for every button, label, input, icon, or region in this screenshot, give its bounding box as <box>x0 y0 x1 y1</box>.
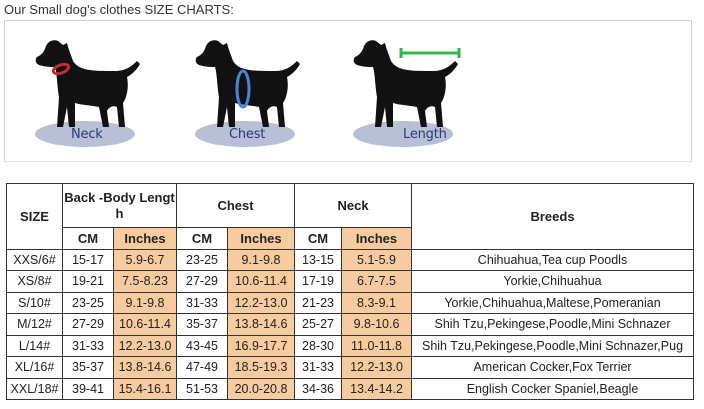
chest-inches-cell: 20.0-20.8 <box>227 377 295 400</box>
table-row: XXL/18# 39-41 15.4-16.1 51-53 20.0-20.8 … <box>6 377 695 400</box>
chest-cm-cell: 35-37 <box>176 313 228 336</box>
back-cm-cell: 15-17 <box>62 248 114 271</box>
size-cell: XL/16# <box>6 356 63 379</box>
neck-inches-cell: 11.0-11.8 <box>340 334 413 357</box>
breeds-cell: Shih Tzu,Pekingese,Poodle,Mini Schnazer <box>411 313 695 336</box>
dog-neck-icon: Neck <box>23 27 153 155</box>
neck-cm-cell: 21-23 <box>294 291 342 314</box>
back-inches-cell: 5.9-6.7 <box>113 248 177 271</box>
length-label: Length <box>403 127 447 142</box>
measurement-illustrations: Neck Chest Length <box>4 20 692 162</box>
back-length-header: Back -Body Length <box>62 183 177 228</box>
size-chart-table: SIZE Back -Body Length Chest Neck Breeds… <box>6 183 695 400</box>
neck-cm-cell: 25-27 <box>294 313 342 336</box>
table-header-row: SIZE Back -Body Length Chest Neck Breeds <box>6 183 695 250</box>
back-cm-header: CM <box>62 227 114 250</box>
breeds-cell: Shih Tzu,Pekingese,Poodle,Mini Schnazer,… <box>411 334 695 357</box>
breeds-cell: American Cocker,Fox Terrier <box>411 356 695 379</box>
neck-cm-cell: 13-15 <box>294 248 342 271</box>
breeds-cell: English Cocker Spaniel,Beagle <box>411 377 695 400</box>
back-cm-cell: 39-41 <box>62 377 114 400</box>
neck-cm-cell: 28-30 <box>294 334 342 357</box>
back-cm-cell: 31-33 <box>62 334 114 357</box>
neck-label: Neck <box>71 127 103 142</box>
back-cm-cell: 23-25 <box>62 291 114 314</box>
size-cell: M/12# <box>6 313 63 336</box>
table-row: L/14# 31-33 12.2-13.0 43-45 16.9-17.7 28… <box>6 334 695 357</box>
chest-cm-header: CM <box>176 227 228 250</box>
neck-inches-cell: 5.1-5.9 <box>340 248 413 271</box>
chest-header: Chest <box>176 183 295 228</box>
neck-header: Neck <box>293 183 413 228</box>
table-subheader-row: CM Inches CM Inches CM Inches <box>7 227 694 250</box>
neck-cm-header: CM <box>294 227 342 250</box>
back-inches-cell: 10.6-11.4 <box>113 313 177 336</box>
neck-inches-cell: 8.3-9.1 <box>340 291 413 314</box>
neck-cm-cell: 31-33 <box>294 356 342 379</box>
size-cell: XS/8# <box>6 270 63 293</box>
size-cell: S/10# <box>6 291 63 314</box>
back-cm-cell: 35-37 <box>62 356 114 379</box>
dog-length-icon: Length <box>341 27 471 155</box>
chest-inches-cell: 12.2-13.0 <box>227 291 295 314</box>
size-cell: XXL/18# <box>6 377 63 400</box>
table-row: XXS/6# 15-17 5.9-6.7 23-25 9.1-9.8 13-15… <box>6 248 695 271</box>
chest-cm-cell: 51-53 <box>176 377 228 400</box>
table-row: XL/16# 35-37 13.8-14.6 47-49 18.5-19.3 3… <box>6 356 695 379</box>
back-cm-cell: 19-21 <box>62 270 114 293</box>
neck-inches-cell: 9.8-10.6 <box>340 313 413 336</box>
chest-cm-cell: 47-49 <box>176 356 228 379</box>
back-cm-cell: 27-29 <box>62 313 114 336</box>
chest-cm-cell: 31-33 <box>176 291 228 314</box>
back-inches-cell: 13.8-14.6 <box>113 356 177 379</box>
table-row: XS/8# 19-21 7.5-8.23 27-29 10.6-11.4 17-… <box>6 270 695 293</box>
chest-inches-cell: 9.1-9.8 <box>227 248 295 271</box>
dog-chest-icon: Chest <box>183 27 313 155</box>
back-inches-cell: 7.5-8.23 <box>113 270 177 293</box>
neck-inches-cell: 13.4-14.2 <box>340 377 413 400</box>
chest-cm-cell: 27-29 <box>176 270 228 293</box>
back-inches-cell: 9.1-9.8 <box>113 291 177 314</box>
table-row: S/10# 23-25 9.1-9.8 31-33 12.2-13.0 21-2… <box>6 291 695 314</box>
breeds-cell: Yorkie,Chihuahua,Maltese,Pomeranian <box>411 291 695 314</box>
table-row: M/12# 27-29 10.6-11.4 35-37 13.8-14.6 25… <box>6 313 695 336</box>
neck-inches-header: Inches <box>340 227 413 250</box>
breeds-cell: Yorkie,Chihuahua <box>411 270 695 293</box>
size-cell: L/14# <box>6 334 63 357</box>
page-title: Our Small dog's clothes SIZE CHARTS: <box>4 2 234 17</box>
neck-cm-cell: 34-36 <box>294 377 342 400</box>
neck-cm-cell: 17-19 <box>294 270 342 293</box>
neck-inches-cell: 12.2-13.0 <box>340 356 413 379</box>
breeds-header: Breeds <box>411 183 695 250</box>
neck-inches-cell: 6.7-7.5 <box>340 270 413 293</box>
breeds-cell: Chihuahua,Tea cup Poodls <box>411 248 695 271</box>
chest-cm-cell: 43-45 <box>176 334 228 357</box>
size-cell: XXS/6# <box>6 248 63 271</box>
chest-inches-cell: 10.6-11.4 <box>227 270 295 293</box>
chest-label: Chest <box>229 127 266 142</box>
chest-cm-cell: 23-25 <box>176 248 228 271</box>
back-inches-cell: 15.4-16.1 <box>113 377 177 400</box>
chest-inches-cell: 16.9-17.7 <box>227 334 295 357</box>
chest-inches-cell: 13.8-14.6 <box>227 313 295 336</box>
chest-inches-cell: 18.5-19.3 <box>227 356 295 379</box>
back-inches-header: Inches <box>113 227 177 250</box>
chest-inches-header: Inches <box>227 227 295 250</box>
back-inches-cell: 12.2-13.0 <box>113 334 177 357</box>
size-header: SIZE <box>6 183 63 250</box>
